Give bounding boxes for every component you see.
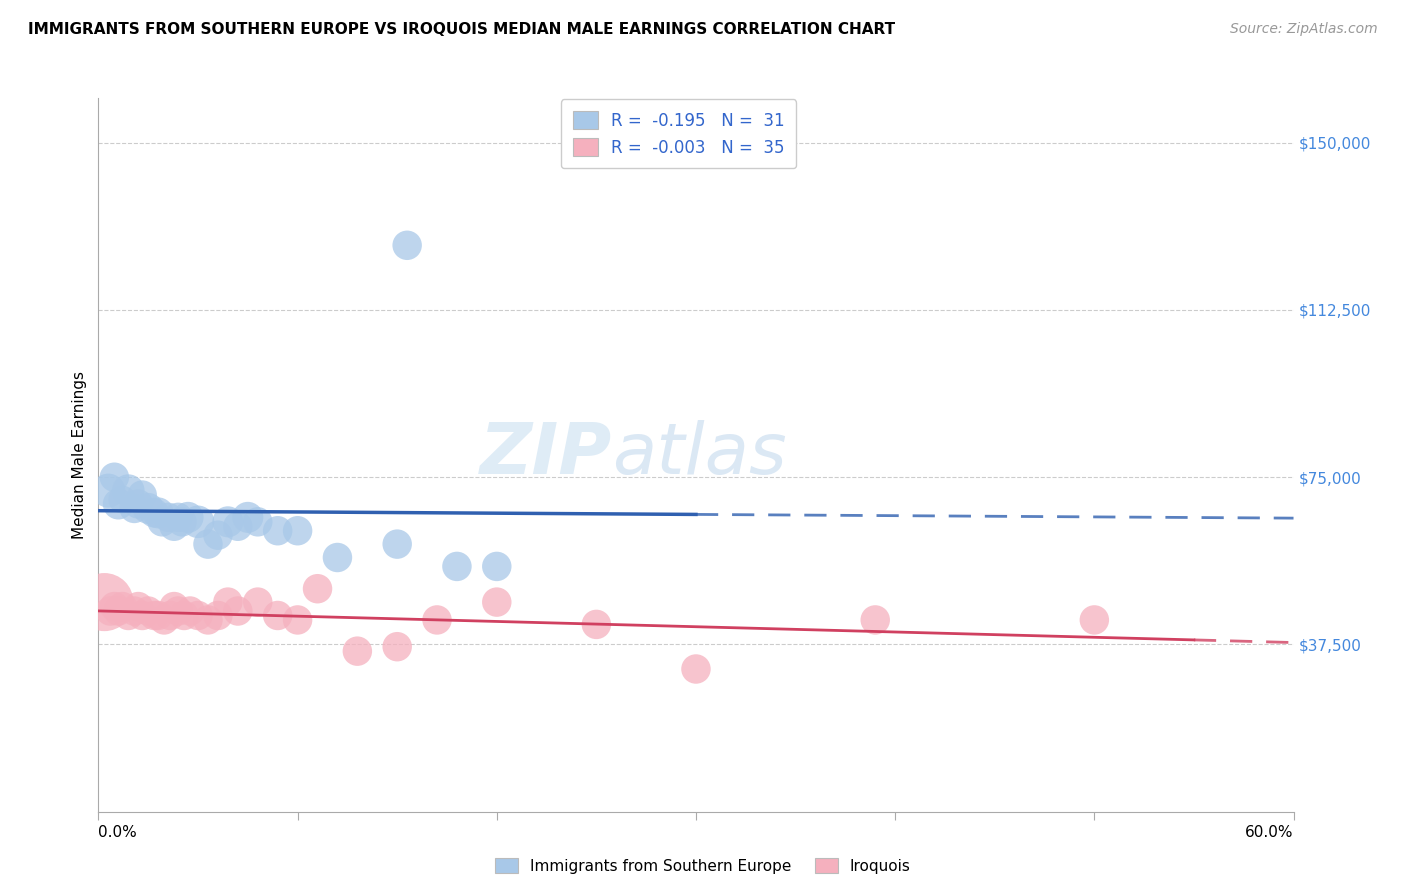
Text: Source: ZipAtlas.com: Source: ZipAtlas.com [1230, 22, 1378, 37]
Point [103, 599, 125, 614]
Point [163, 519, 186, 533]
Point [172, 515, 194, 529]
Point [217, 595, 239, 609]
Point [396, 238, 419, 252]
Point [685, 662, 707, 676]
Point [287, 524, 309, 538]
Point [226, 604, 249, 618]
Point [127, 599, 149, 614]
Point [267, 608, 290, 623]
Point [131, 488, 153, 502]
Point [179, 604, 201, 618]
Point [150, 515, 173, 529]
Point [107, 497, 129, 511]
Point [207, 608, 229, 623]
Text: 0.0%: 0.0% [98, 825, 138, 840]
Point [863, 613, 887, 627]
Point [117, 608, 139, 623]
Point [385, 640, 409, 654]
Point [326, 550, 349, 565]
Point [136, 501, 159, 516]
Point [287, 613, 309, 627]
Point [246, 515, 269, 529]
Point [153, 613, 176, 627]
Point [197, 537, 219, 551]
Legend: Immigrants from Southern Europe, Iroquois: Immigrants from Southern Europe, Iroquoi… [489, 852, 917, 880]
Legend: R =  -0.195   N =  31, R =  -0.003   N =  35: R = -0.195 N = 31, R = -0.003 N = 35 [561, 99, 796, 169]
Point [485, 559, 508, 574]
Point [226, 519, 249, 533]
Point [107, 604, 129, 618]
Point [143, 506, 166, 520]
Point [111, 599, 134, 614]
Point [111, 492, 134, 507]
Point [177, 510, 200, 524]
Point [446, 559, 468, 574]
Point [143, 608, 166, 623]
Point [346, 644, 368, 658]
Point [485, 595, 508, 609]
Point [385, 537, 409, 551]
Point [124, 501, 146, 516]
Text: ZIP: ZIP [479, 420, 613, 490]
Point [148, 608, 170, 623]
Point [267, 524, 290, 538]
Text: 60.0%: 60.0% [1246, 825, 1294, 840]
Point [163, 599, 186, 614]
Point [159, 608, 181, 623]
Point [136, 604, 159, 618]
Point [131, 608, 153, 623]
Point [157, 510, 180, 524]
Point [103, 470, 125, 484]
Y-axis label: Median Male Earnings: Median Male Earnings [72, 371, 87, 539]
Point [236, 510, 259, 524]
Text: IMMIGRANTS FROM SOUTHERN EUROPE VS IROQUOIS MEDIAN MALE EARNINGS CORRELATION CHA: IMMIGRANTS FROM SOUTHERN EUROPE VS IROQU… [28, 22, 896, 37]
Text: atlas: atlas [613, 420, 787, 490]
Point [127, 497, 149, 511]
Point [97, 483, 120, 498]
Point [148, 506, 170, 520]
Point [217, 515, 239, 529]
Point [426, 613, 449, 627]
Point [187, 515, 209, 529]
Point [207, 528, 229, 542]
Point [1083, 613, 1105, 627]
Point [117, 483, 139, 498]
Point [197, 613, 219, 627]
Point [173, 608, 195, 623]
Point [167, 604, 190, 618]
Point [100, 604, 122, 618]
Point [585, 617, 607, 632]
Point [187, 608, 209, 623]
Point [124, 604, 146, 618]
Point [246, 595, 269, 609]
Point [93, 595, 115, 609]
Point [307, 582, 329, 596]
Point [167, 510, 190, 524]
